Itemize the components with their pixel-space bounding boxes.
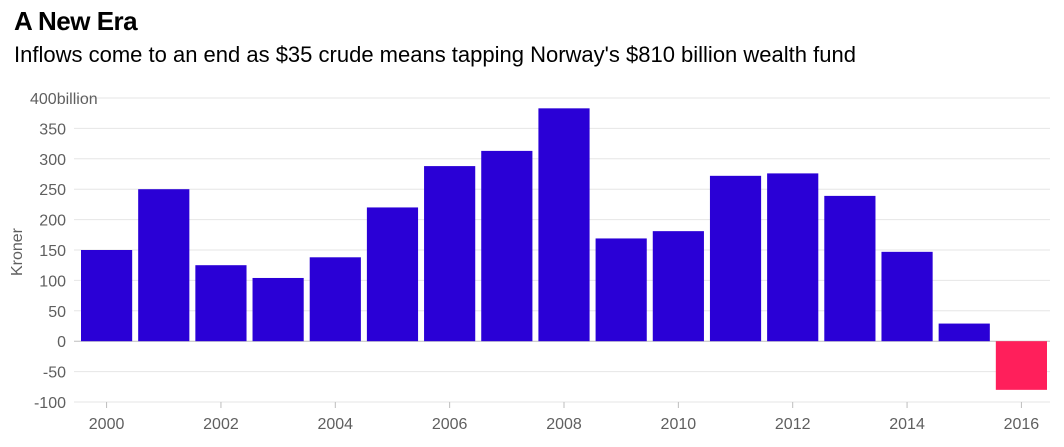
y-tick-label: 350 bbox=[39, 121, 66, 138]
y-tick-label: 0 bbox=[57, 334, 66, 351]
chart-title: A New Era bbox=[14, 6, 138, 36]
y-tick-label: 300 bbox=[39, 152, 66, 169]
bars bbox=[81, 108, 1047, 390]
bar-2007 bbox=[481, 150, 533, 342]
bar-2016 bbox=[995, 341, 1047, 390]
y-tick-label: 200 bbox=[39, 213, 66, 230]
bar-2000 bbox=[81, 250, 133, 342]
x-tick-label: 2006 bbox=[432, 416, 468, 433]
bar-2009 bbox=[595, 238, 647, 342]
bar-2002 bbox=[195, 265, 247, 342]
y-tick-label: 400billion bbox=[30, 91, 98, 108]
x-tick-label: 2004 bbox=[317, 416, 353, 433]
y-tick-label: 150 bbox=[39, 243, 66, 260]
y-axis-ticks: -100 -50 0 50 100 150 200 250 300 350 400billion bbox=[30, 91, 98, 412]
x-tick-label: 2002 bbox=[203, 416, 239, 433]
x-tick-label: 2012 bbox=[775, 416, 811, 433]
bar-2008 bbox=[538, 108, 590, 342]
bar-2013 bbox=[824, 195, 876, 342]
x-tick-label: 2014 bbox=[889, 416, 925, 433]
y-axis-label: Kroner bbox=[9, 227, 26, 276]
x-tick-label: 2000 bbox=[89, 416, 125, 433]
bar-2014 bbox=[881, 251, 933, 342]
x-tick-label: 2016 bbox=[1004, 416, 1040, 433]
bar-2015 bbox=[938, 323, 990, 342]
y-tick-label: 250 bbox=[39, 182, 66, 199]
bar-2001 bbox=[138, 189, 190, 342]
y-tick-label: -100 bbox=[34, 395, 66, 412]
y-tick-label: -50 bbox=[43, 365, 66, 382]
bar-2011 bbox=[709, 175, 762, 342]
bar-2005 bbox=[366, 207, 419, 342]
x-axis-ticks: 2000 2002 2004 2006 2008 2010 2012 2014 2016 bbox=[89, 402, 1040, 433]
bar-2010 bbox=[652, 231, 704, 342]
bar-2006 bbox=[424, 166, 476, 342]
x-tick-label: 2008 bbox=[546, 416, 582, 433]
chart-subtitle: Inflows come to an end as $35 crude mean… bbox=[14, 42, 856, 67]
x-tick-label: 2010 bbox=[661, 416, 697, 433]
y-tick-label: 50 bbox=[48, 304, 66, 321]
bar-2004 bbox=[309, 257, 361, 342]
bar-2003 bbox=[252, 277, 304, 342]
bar-2012 bbox=[767, 173, 819, 342]
y-tick-label: 100 bbox=[39, 273, 66, 290]
